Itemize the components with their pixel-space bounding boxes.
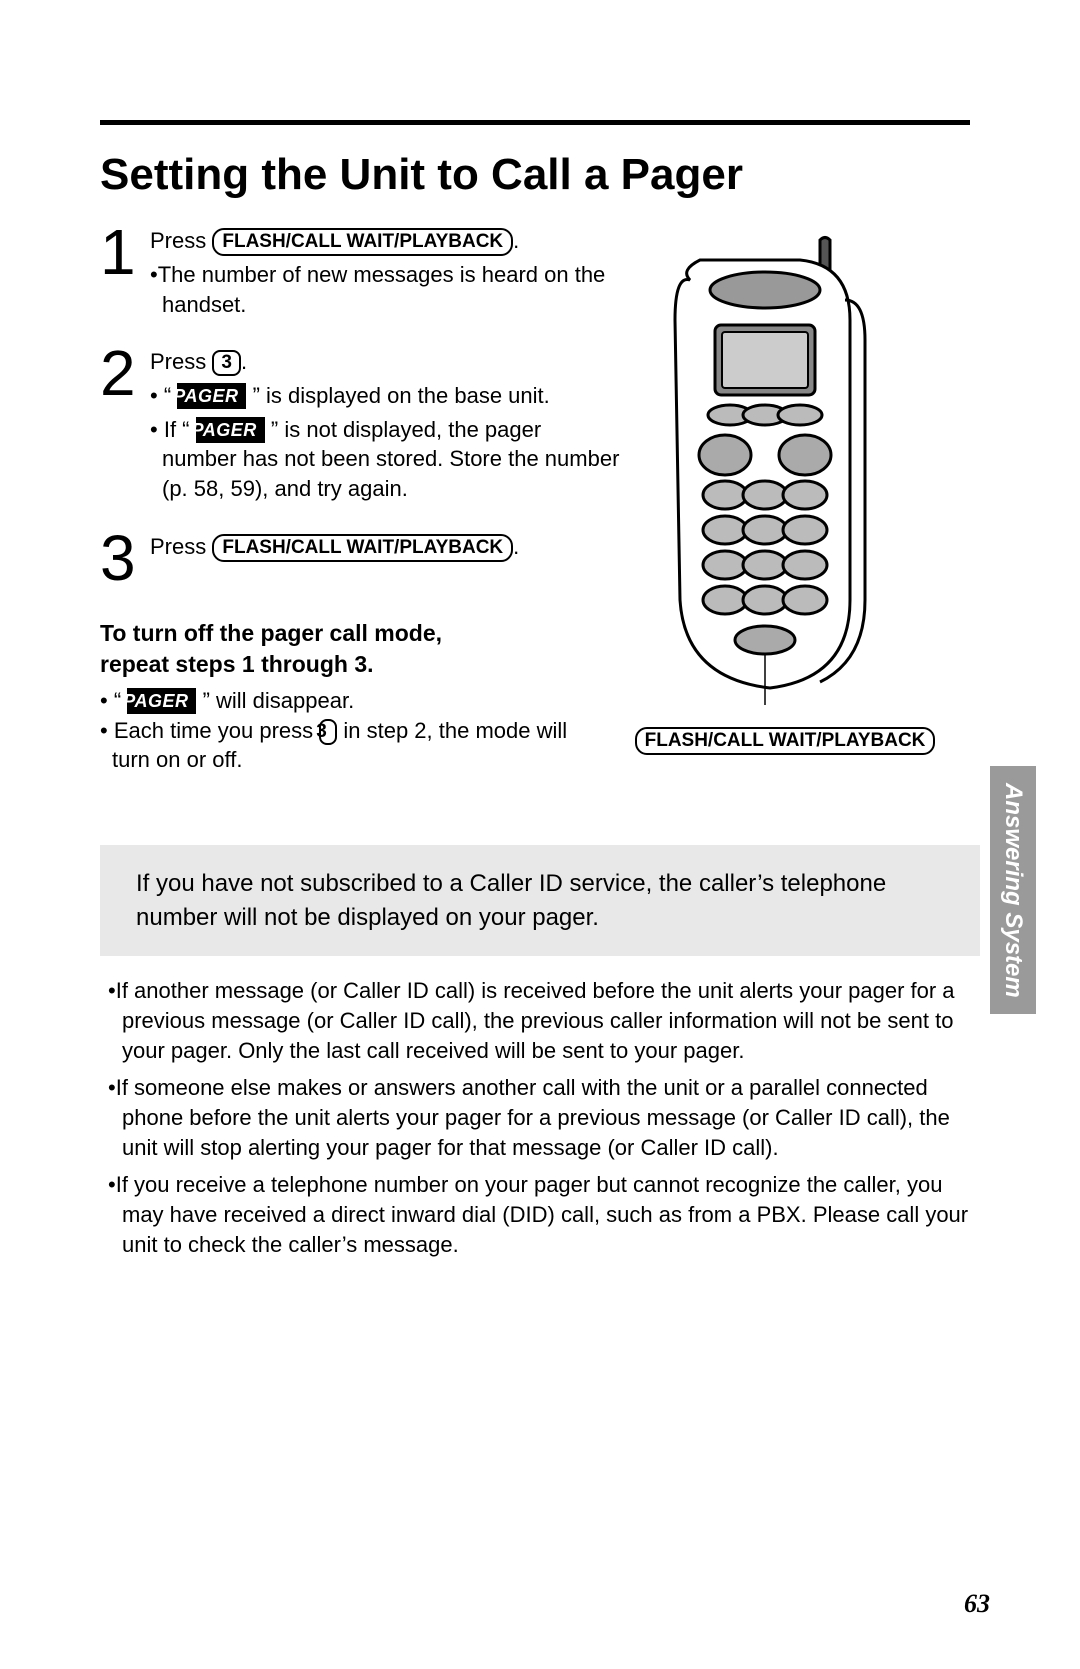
page-title: Setting the Unit to Call a Pager (100, 150, 1010, 200)
step-number: 3 (100, 526, 150, 590)
step-number: 2 (100, 341, 150, 507)
text: Press (150, 349, 212, 374)
text: If someone else makes or answers another… (116, 1075, 950, 1159)
note-2: If someone else makes or answers another… (100, 1073, 980, 1162)
section-tab: Answering System (990, 766, 1036, 1014)
step-3-instruction: Press FLASH/CALL WAIT/PLAYBACK. (150, 532, 519, 562)
step-2-bullet-2: If “ PAGER ” is not displayed, the pager… (150, 415, 620, 504)
note-1: If another message (or Caller ID call) i… (100, 976, 980, 1065)
additional-notes: If another message (or Caller ID call) i… (100, 976, 980, 1259)
step-2-instruction: Press 3. (150, 347, 620, 377)
step-3: 3 Press FLASH/CALL WAIT/PLAYBACK. (100, 526, 620, 590)
section-tab-label: Answering System (999, 783, 1027, 998)
text: Press (150, 228, 212, 253)
step-body: Press 3. “ PAGER ” is displayed on the b… (150, 341, 620, 507)
digit-key-label: 3 (319, 719, 337, 745)
digit-key-label: 3 (212, 350, 241, 376)
steps-area: 1 Press FLASH/CALL WAIT/PLAYBACK. The nu… (100, 220, 620, 775)
turnoff-bullet-2: Each time you press 3 in step 2, the mod… (100, 716, 600, 775)
turnoff-bullet-1: “ PAGER ” will disappear. (100, 686, 600, 716)
caller-id-note: If you have not subscribed to a Caller I… (100, 845, 980, 956)
pager-badge: PAGER (196, 417, 265, 443)
step-2-bullet-1: “ PAGER ” is displayed on the base unit. (150, 381, 620, 411)
text: ” is displayed on the base unit. (246, 383, 549, 408)
phone-illustration: FLASH/CALL WAIT/PLAYBACK (620, 230, 950, 755)
text: . (513, 228, 519, 253)
turnoff-section: To turn off the pager call mode, repeat … (100, 618, 620, 775)
flash-key-label: FLASH/CALL WAIT/PLAYBACK (212, 534, 513, 562)
pager-badge: PAGER (127, 688, 196, 714)
text: The number of new messages is heard on t… (158, 262, 606, 317)
step-1-bullet: The number of new messages is heard on t… (150, 260, 620, 319)
text: ” will disappear. (196, 688, 354, 713)
step-body: Press FLASH/CALL WAIT/PLAYBACK. (150, 526, 519, 590)
text: Press (150, 534, 212, 559)
step-1: 1 Press FLASH/CALL WAIT/PLAYBACK. The nu… (100, 220, 620, 323)
text: . (241, 349, 247, 374)
pager-badge: PAGER (177, 383, 246, 409)
step-body: Press FLASH/CALL WAIT/PLAYBACK. The numb… (150, 220, 620, 323)
page-number: 63 (964, 1589, 990, 1619)
text: Each time you press (114, 718, 319, 743)
step-2: 2 Press 3. “ PAGER ” is displayed on the… (100, 341, 620, 507)
text: If you receive a telephone number on you… (116, 1172, 968, 1256)
flash-key-label: FLASH/CALL WAIT/PLAYBACK (212, 228, 513, 256)
text: . (513, 534, 519, 559)
phone-caption: FLASH/CALL WAIT/PLAYBACK (620, 727, 950, 755)
step-1-instruction: Press FLASH/CALL WAIT/PLAYBACK. (150, 226, 620, 256)
note-3: If you receive a telephone number on you… (100, 1170, 980, 1259)
handset-svg (620, 230, 900, 710)
turnoff-list: “ PAGER ” will disappear. Each time you … (100, 686, 600, 775)
flash-key-label: FLASH/CALL WAIT/PLAYBACK (635, 727, 936, 755)
top-rule (100, 120, 970, 125)
text: If “ (164, 417, 196, 442)
manual-page: Setting the Unit to Call a Pager 1 Press… (0, 0, 1080, 1669)
step-number: 1 (100, 220, 150, 323)
turnoff-heading-1: To turn off the pager call mode, (100, 618, 620, 649)
text: If another message (or Caller ID call) i… (116, 978, 955, 1062)
turnoff-heading-2: repeat steps 1 through 3. (100, 649, 620, 680)
